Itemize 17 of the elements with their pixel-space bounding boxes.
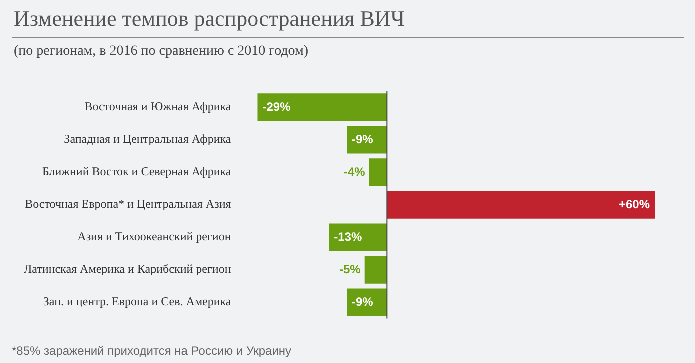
data-label: +60%	[618, 197, 650, 212]
y-tick-label: Латинская Америка и Карибский регион	[24, 262, 232, 276]
y-tick-label: Азия и Тихоокеанский регион	[78, 230, 232, 244]
data-label: -29%	[262, 100, 292, 114]
y-tick-label: Зап. и центр. Европа и Сев. Америка	[43, 294, 232, 309]
data-label: -4%	[344, 164, 366, 179]
chart-subtitle: (по регионам, в 2016 по сравнению с 2010 годом)	[14, 44, 309, 60]
data-label: -9%	[352, 132, 374, 146]
y-tick-label: Восточная Европа* и Центральная Азия	[25, 197, 232, 212]
y-tick-label: Ближний Восток и Северная Африка	[42, 164, 232, 179]
y-tick-label: Западная и Центральная Африка	[64, 132, 232, 146]
data-label: -13%	[334, 230, 362, 244]
text: *85% заражений приходится на Россию и Украину	[12, 344, 292, 358]
data-label: -5%	[340, 262, 362, 276]
data-label: -9%	[352, 294, 374, 309]
y-tick-label: Восточная и Южная Африка	[84, 100, 232, 114]
chart-title: Изменение темпов распространения ВИЧ	[14, 6, 406, 32]
